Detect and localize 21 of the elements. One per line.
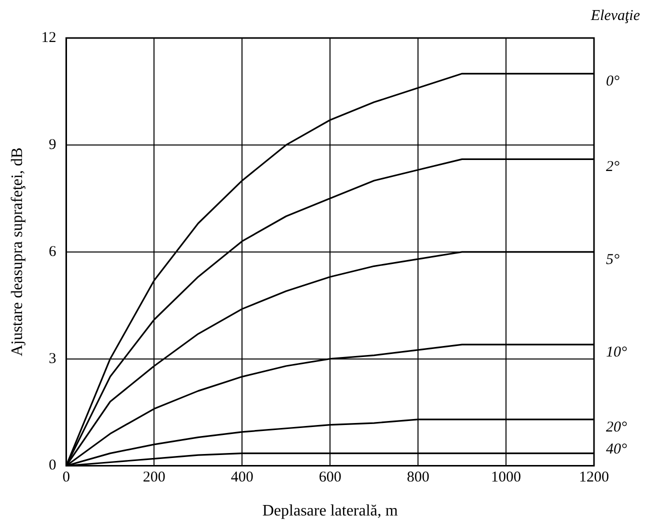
y-tick-label: 3 <box>48 350 56 367</box>
x-tick-label: 400 <box>230 470 254 486</box>
y-tick-label: 6 <box>48 244 57 260</box>
x-axis-title: Deplasare laterală, m <box>262 502 398 520</box>
x-tick-label: 0 <box>62 470 70 486</box>
x-tick-label: 1000 <box>491 470 522 486</box>
y-axis-title: Ajustare deasupra suprafeţei, dB <box>8 147 26 356</box>
series-label: 20° <box>606 419 627 436</box>
series-label: 5° <box>606 252 620 268</box>
y-tick-label: 9 <box>48 136 56 153</box>
y-tick-label: 0 <box>48 458 56 474</box>
x-tick-label: 1200 <box>579 470 609 486</box>
series-label: 0° <box>606 74 620 90</box>
x-tick-label: 600 <box>318 470 342 486</box>
series-label: 2° <box>606 159 620 176</box>
legend-title: Elevaţie <box>590 8 640 24</box>
y-tick-label: 12 <box>41 30 56 46</box>
x-tick-label: 200 <box>142 470 166 486</box>
series-label: 40° <box>606 441 627 458</box>
series-label: 10° <box>606 344 627 361</box>
x-tick-label: 800 <box>406 470 430 486</box>
